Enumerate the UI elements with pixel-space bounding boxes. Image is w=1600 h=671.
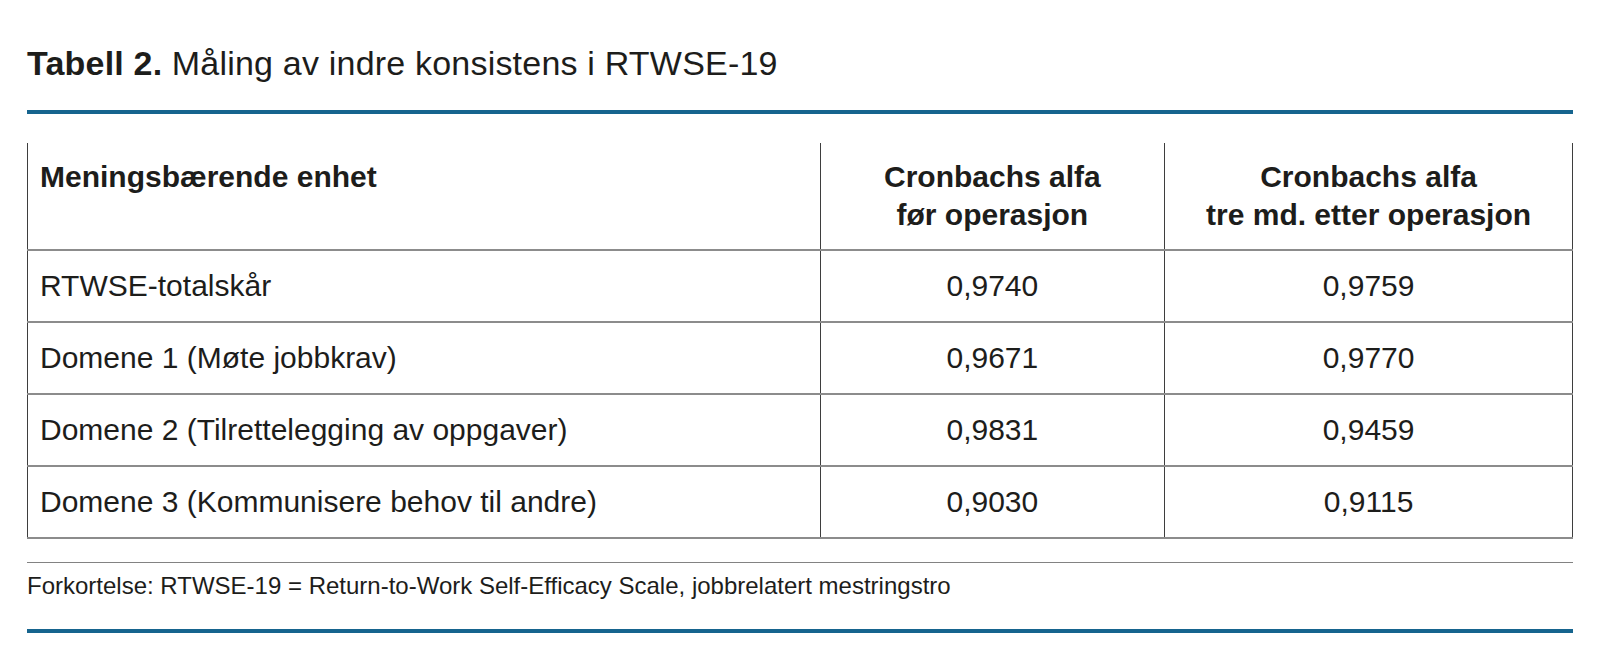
page: Tabell 2. Måling av indre konsistens i RT… [0,42,1600,633]
column-header-alpha-pre: Cronbachs alfa før operasjon [820,143,1165,250]
table-title: Tabell 2. Måling av indre konsistens i RT… [27,42,1573,84]
column-header-alpha-post: Cronbachs alfa tre md. etter operasjon [1165,143,1573,250]
column-header-unit: Meningsbærende enhet [28,143,821,250]
accent-rule-top [27,110,1573,114]
alpha-post-cell: 0,9759 [1165,250,1573,322]
footnote-divider [27,562,1573,563]
table-row: Domene 3 (Kommunisere behov til andre) 0… [28,466,1573,538]
accent-rule-bottom [27,629,1573,633]
unit-cell: Domene 1 (Møte jobbkrav) [28,322,821,394]
alpha-pre-cell: 0,9671 [820,322,1165,394]
alpha-post-cell: 0,9770 [1165,322,1573,394]
alpha-pre-cell: 0,9831 [820,394,1165,466]
header-row: Meningsbærende enhet Cronbachs alfa før … [28,143,1573,250]
alpha-pre-cell: 0,9740 [820,250,1165,322]
column-header-alpha-post-line2: tre md. etter operasjon [1166,196,1571,234]
table-row: RTWSE-totalskår 0,9740 0,9759 [28,250,1573,322]
column-header-alpha-pre-line1: Cronbachs alfa [822,158,1164,196]
alpha-post-cell: 0,9459 [1165,394,1573,466]
results-table: Meningsbærende enhet Cronbachs alfa før … [27,143,1573,539]
table-row: Domene 1 (Møte jobbkrav) 0,9671 0,9770 [28,322,1573,394]
column-header-alpha-post-line1: Cronbachs alfa [1166,158,1571,196]
column-header-alpha-pre-line2: før operasjon [822,196,1164,234]
table-title-text: Måling av indre konsistens i RTWSE-19 [172,44,778,82]
unit-cell: Domene 3 (Kommunisere behov til andre) [28,466,821,538]
alpha-pre-cell: 0,9030 [820,466,1165,538]
unit-cell: Domene 2 (Tilrettelegging av oppgaver) [28,394,821,466]
table-row: Domene 2 (Tilrettelegging av oppgaver) 0… [28,394,1573,466]
alpha-post-cell: 0,9115 [1165,466,1573,538]
table-title-label: Tabell 2. [27,44,162,82]
footnote: Forkortelse: RTWSE-19 = Return-to-Work S… [27,571,1573,601]
unit-cell: RTWSE-totalskår [28,250,821,322]
